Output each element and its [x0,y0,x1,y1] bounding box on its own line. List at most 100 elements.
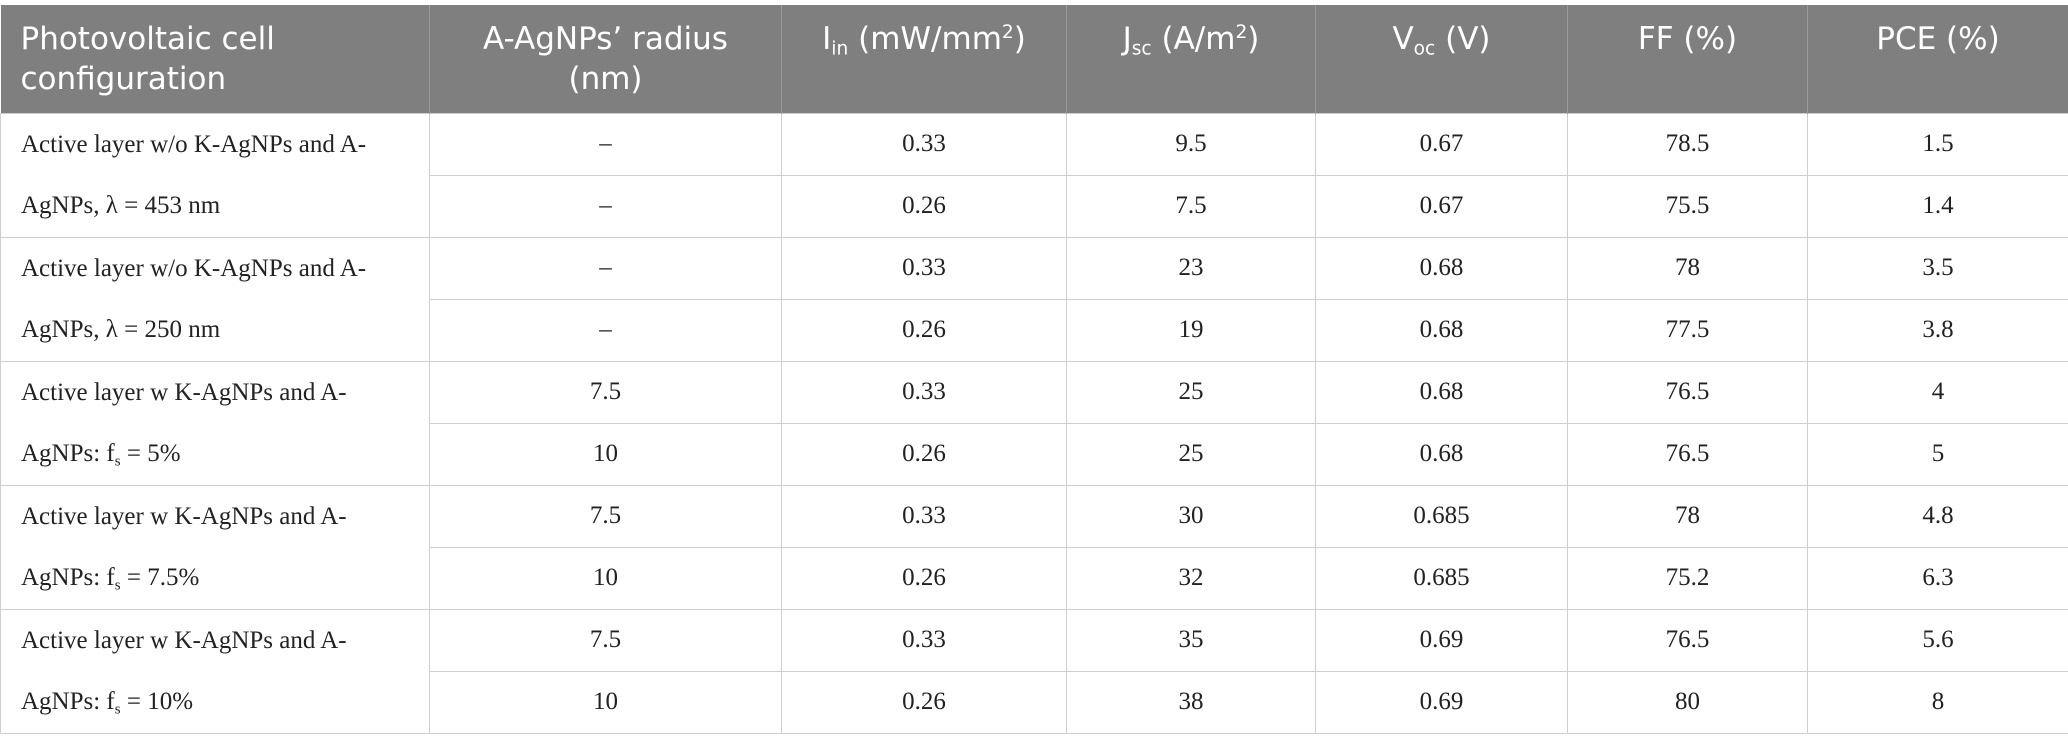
data-cell: 10 [429,670,782,734]
data-cell: 32 [1066,546,1316,610]
data-cell: 0.69 [1315,608,1568,672]
data-cell: 5.6 [1807,608,2068,672]
table-row: Active layer w K-AgNPs and A-AgNPs: fs =… [0,608,2068,734]
header-cell: PCE (%) [1807,5,2068,113]
data-cell: – [429,298,782,362]
data-cell: 1.4 [1807,174,2068,238]
data-cell: 78 [1567,236,1808,300]
data-cell: 30 [1066,484,1316,548]
text-part: oc [1413,38,1436,60]
row-label-cell: Active layer w/o K-AgNPs and A-AgNPs, λ … [0,112,430,238]
text-part: PCE (%) [1876,21,2000,57]
data-cell: 76.5 [1567,608,1808,672]
data-cell: 78 [1567,484,1808,548]
data-cell: 76.5 [1567,422,1808,486]
data-cell: 0.33 [781,608,1067,672]
header-cell: Jsc (A/m2) [1066,5,1316,113]
data-cell: 0.26 [781,546,1067,610]
data-cell: 4 [1807,360,2068,424]
text-part: J [1122,21,1132,57]
data-cell: 0.26 [781,298,1067,362]
table-row: Active layer w/o K-AgNPs and A-AgNPs, λ … [0,236,2068,362]
data-cell: 7.5 [1066,174,1316,238]
data-cell: 3.5 [1807,236,2068,300]
text-part: I [822,21,832,57]
text-part: Active layer w K-AgNPs and A-AgNPs: f [21,379,347,467]
text-part: s [114,453,121,470]
row-label-cell: Active layer w K-AgNPs and A-AgNPs: fs =… [0,484,430,610]
text-part: 2 [1235,21,1248,43]
row-label-cell: Active layer w/o K-AgNPs and A-AgNPs, λ … [0,236,430,362]
data-cell: 0.68 [1315,298,1568,362]
table-row: Active layer w/o K-AgNPs and A-AgNPs, λ … [0,112,2068,238]
text-part: Active layer w K-AgNPs and A-AgNPs: f [21,627,347,715]
data-cell: 0.68 [1315,360,1568,424]
text-part: (mW/mm [848,21,1002,57]
data-cell: – [429,174,782,238]
data-cell: 0.26 [781,174,1067,238]
data-cell: 0.26 [781,670,1067,734]
data-cell: 25 [1066,360,1316,424]
data-cell: 3.8 [1807,298,2068,362]
text-part: ) [1013,21,1026,57]
text-part: = 7.5% [120,564,200,591]
text-part: s [114,701,121,718]
header-cell: Iin (mW/mm2) [781,5,1067,113]
row-label-cell: Active layer w K-AgNPs and A-AgNPs: fs =… [0,360,430,486]
table-row: Active layer w K-AgNPs and A-AgNPs: fs =… [0,484,2068,610]
data-cell: 8 [1807,670,2068,734]
text-part: V [1392,21,1414,57]
text-part: sc [1131,38,1152,60]
text-part: Active layer w K-AgNPs and A-AgNPs: f [21,503,347,591]
data-cell: 0.68 [1315,422,1568,486]
row-label-cell: Active layer w K-AgNPs and A-AgNPs: fs =… [0,608,430,734]
data-cell: 1.5 [1807,112,2068,176]
text-part: FF (%) [1637,21,1738,57]
data-cell: 0.33 [781,360,1067,424]
data-cell: 0.26 [781,422,1067,486]
table-row: –0.26 19 0.68 77.5 3.8 [1,298,2068,362]
data-cell: 0.68 [1315,236,1568,300]
data-cell: 80 [1567,670,1808,734]
data-cell: 4.8 [1807,484,2068,548]
data-cell: 75.2 [1567,546,1808,610]
table-body: Active layer w/o K-AgNPs and A-AgNPs, λ … [0,112,2068,734]
table-row: –0.26 7.5 0.67 75.5 1.4 [1,174,2068,238]
data-cell: 10 [429,422,782,486]
text-part: 2 [1001,21,1014,43]
table-row: 10 0.26 32 0.685 75.2 6.3 [1,546,2068,610]
text-part: Active layer w/o K-AgNPs and A-AgNPs, λ … [21,131,367,219]
data-cell: 78.5 [1567,112,1808,176]
data-cell: 77.5 [1567,298,1808,362]
data-cell: 9.5 [1066,112,1316,176]
data-cell: 23 [1066,236,1316,300]
data-cell: 25 [1066,422,1316,486]
data-cell: 75.5 [1567,174,1808,238]
data-cell: 0.67 [1315,174,1568,238]
text-part: (A/m [1151,21,1236,57]
data-cell: 0.33 [781,484,1067,548]
data-cell: 7.5 [429,360,782,424]
data-cell: 0.685 [1315,546,1568,610]
data-cell: 0.33 [781,236,1067,300]
data-cell: 19 [1066,298,1316,362]
data-cell: 35 [1066,608,1316,672]
header-cell: Photovoltaic cell configuration [0,5,430,113]
data-table: Photovoltaic cell configuration A-AgNPs’ … [0,5,2068,734]
data-cell: 0.69 [1315,670,1568,734]
data-cell: 10 [429,546,782,610]
text-part: (V) [1435,21,1491,57]
text-part: ) [1247,21,1260,57]
data-cell: – [429,236,782,300]
header-cell: FF (%) [1567,5,1808,113]
data-cell: 0.33 [781,112,1067,176]
text-part: A-AgNPs’ radius (nm) [483,21,728,97]
text-part: = 10% [120,688,194,715]
data-cell: 7.5 [429,484,782,548]
text-part: Photovoltaic cell configuration [20,21,275,97]
data-cell: 0.685 [1315,484,1568,548]
text-part: s [114,577,121,594]
data-cell: 0.67 [1315,112,1568,176]
data-cell: 76.5 [1567,360,1808,424]
